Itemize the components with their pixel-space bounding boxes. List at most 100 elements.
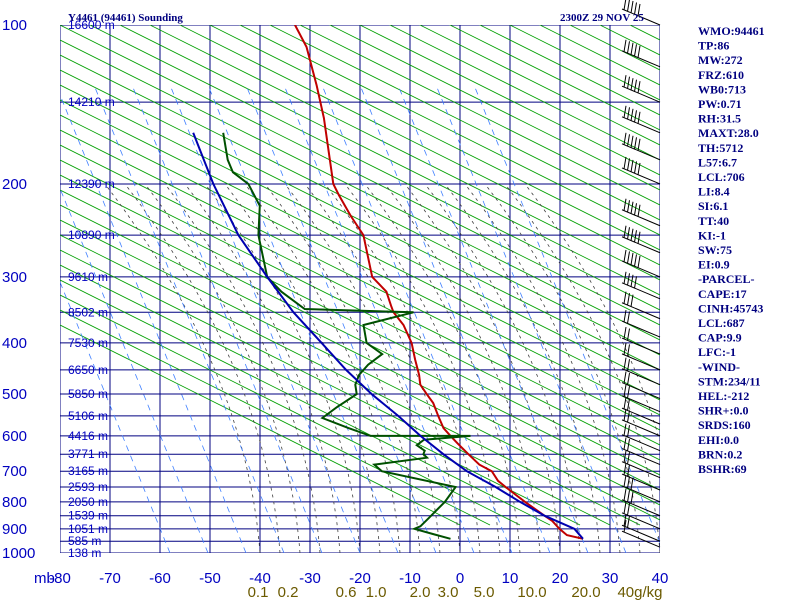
isotherm-line bbox=[629, 25, 660, 41]
pressure-tick-label: 900 bbox=[2, 521, 27, 538]
isotherm-line bbox=[60, 129, 660, 431]
pressure-tick-label: 600 bbox=[2, 428, 27, 445]
mixing-ratio-tick-label: 0.6 bbox=[336, 584, 357, 600]
temperature-tick-label: -60 bbox=[149, 570, 171, 587]
temperature-tick-label: -30 bbox=[299, 570, 321, 587]
stability-index: KI:-1 bbox=[698, 228, 726, 242]
wind-barbs bbox=[621, 0, 661, 548]
stability-index: SW:75 bbox=[698, 243, 732, 257]
wind-barb bbox=[621, 501, 661, 530]
chart-title: Y4461 (94461) Sounding bbox=[68, 12, 183, 24]
mixing-ratio-line bbox=[435, 84, 627, 553]
pressure-tick-label: 200 bbox=[2, 176, 27, 193]
stability-index: STM:234/11 bbox=[698, 374, 761, 388]
chart-time: 2300Z 29 NOV 25 bbox=[560, 12, 644, 24]
wind-barb bbox=[621, 225, 661, 254]
temperature-tick-label: -10 bbox=[399, 570, 421, 587]
temperature-tick-label: 30 bbox=[602, 570, 619, 587]
pressure-tick-label: 300 bbox=[2, 269, 27, 286]
isotherm-line bbox=[209, 25, 660, 251]
isotherm-line bbox=[60, 159, 660, 461]
height-label: 5850 m bbox=[68, 387, 108, 401]
wind-barb bbox=[621, 384, 661, 413]
mixing-ratio-tick-label: 0.1 bbox=[248, 584, 269, 600]
stability-index: SHR+:0.0 bbox=[698, 404, 749, 418]
stability-index: -PARCEL- bbox=[698, 272, 754, 286]
wind-barb bbox=[621, 408, 661, 437]
mixing-ratio-tick-label: 40g/kg bbox=[617, 584, 662, 600]
isotherm-line bbox=[60, 279, 551, 526]
wind-barb bbox=[621, 450, 661, 479]
isotherm-line bbox=[60, 114, 660, 416]
mixing-ratio-line bbox=[169, 84, 361, 553]
mixing-ratio-tick-label: 0.2 bbox=[278, 584, 299, 600]
moist-adiabat bbox=[384, 183, 541, 553]
mixing-ratio-line bbox=[131, 84, 323, 553]
stability-index: SI:6.1 bbox=[698, 199, 728, 213]
wind-barb bbox=[621, 309, 661, 338]
grid bbox=[60, 25, 660, 553]
isotherm-line bbox=[490, 0, 800, 525]
series-parcel bbox=[192, 132, 584, 540]
mixing-ratio-tick-label: 20.0 bbox=[571, 584, 600, 600]
moist-adiabat bbox=[144, 183, 301, 553]
isotherm-line bbox=[119, 25, 660, 296]
moist-adiabat bbox=[524, 183, 660, 444]
mixing-ratio-tick-label: 10.0 bbox=[517, 584, 546, 600]
isotherm-line bbox=[60, 189, 660, 491]
moist-adiabat bbox=[444, 183, 601, 553]
wind-barb bbox=[621, 514, 661, 542]
mixing-ratio-line bbox=[397, 84, 589, 553]
mixing-ratio-line bbox=[473, 84, 660, 545]
mixing-ratio-line bbox=[283, 84, 475, 553]
pressure-tick-label: 400 bbox=[2, 335, 27, 352]
stability-index: HEL:-212 bbox=[698, 389, 749, 403]
temperature-tick-label: -20 bbox=[349, 570, 371, 587]
wind-barb bbox=[621, 198, 661, 227]
height-label: 9610 m bbox=[68, 270, 108, 284]
isotherm-line bbox=[60, 324, 461, 526]
isotherm-line bbox=[60, 25, 660, 326]
moist-adiabat bbox=[224, 183, 381, 553]
wind-barb bbox=[621, 156, 661, 185]
height-label: 1539 m bbox=[68, 509, 108, 523]
stability-index: LCL:687 bbox=[698, 316, 745, 330]
stability-index: MW:272 bbox=[698, 53, 743, 67]
moist-adiabat bbox=[364, 183, 521, 553]
height-label: 5106 m bbox=[68, 409, 108, 423]
height-label: 1051 m bbox=[68, 522, 108, 536]
isotherm-line bbox=[60, 39, 660, 341]
stability-index: BSHR:69 bbox=[698, 462, 747, 476]
wind-barb bbox=[621, 75, 661, 103]
stability-index: PW:0.71 bbox=[698, 97, 742, 111]
moist-adiabat bbox=[184, 183, 341, 553]
height-label: 2050 m bbox=[68, 495, 108, 509]
height-label: 3771 m bbox=[68, 447, 108, 461]
mixing-ratio-tick-label: 5.0 bbox=[474, 584, 495, 600]
height-label: 6650 m bbox=[68, 363, 108, 377]
height-label: 8502 m bbox=[68, 305, 108, 319]
wind-barb bbox=[621, 462, 661, 491]
series-layer bbox=[192, 25, 584, 540]
height-label: 7530 m bbox=[68, 336, 108, 350]
wind-barb bbox=[621, 371, 661, 400]
wind-barb bbox=[621, 326, 661, 355]
wind-barb bbox=[621, 105, 661, 134]
mixing-ratio-line bbox=[93, 84, 285, 553]
stability-index: MAXT:28.0 bbox=[698, 126, 759, 140]
stability-indices: WMO:94461TP:86MW:272FRZ:610WB0:713PW:0.7… bbox=[698, 24, 765, 476]
wind-barb bbox=[621, 39, 661, 68]
isotherm-line bbox=[60, 99, 660, 401]
isotherm-line bbox=[60, 174, 660, 476]
temperature-tick-label: -80 bbox=[49, 570, 71, 587]
stability-index: TP:86 bbox=[698, 39, 729, 53]
moist-adiabat bbox=[484, 183, 641, 553]
stability-index: WB0:713 bbox=[698, 82, 746, 96]
height-label: 2593 m bbox=[68, 480, 108, 494]
wind-barb bbox=[621, 474, 661, 503]
pressure-unit-label: mb bbox=[34, 570, 55, 587]
wind-barb bbox=[621, 342, 661, 371]
isotherm-line bbox=[659, 25, 660, 26]
moist-adiabat bbox=[404, 183, 561, 553]
wind-barb bbox=[621, 437, 661, 466]
